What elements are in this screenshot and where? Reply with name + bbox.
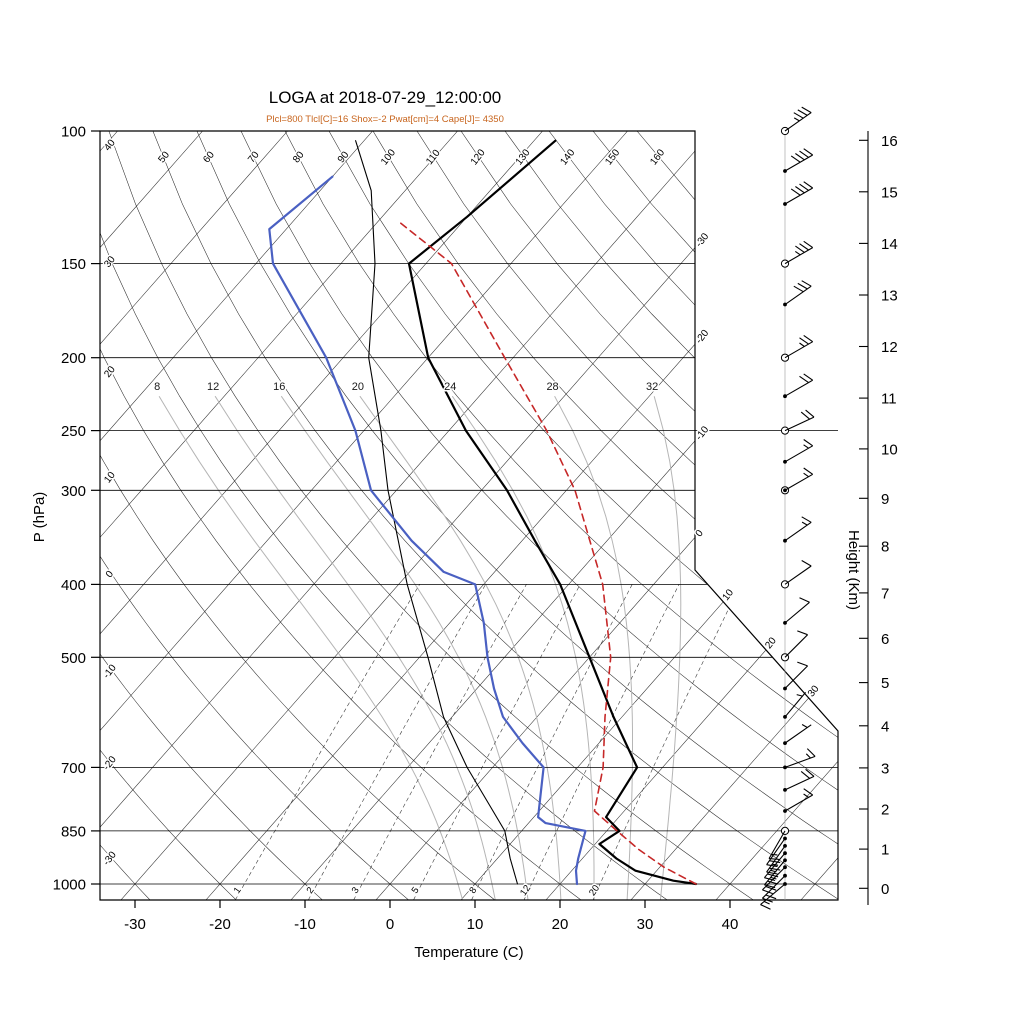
svg-text:13: 13	[881, 287, 898, 304]
svg-text:10: 10	[102, 470, 118, 486]
svg-text:50: 50	[156, 149, 172, 165]
svg-text:20: 20	[552, 916, 569, 933]
svg-text:24: 24	[444, 381, 456, 393]
svg-text:40: 40	[102, 137, 118, 153]
temperature-curve	[407, 139, 698, 886]
plot-frame	[99, 130, 839, 901]
svg-text:Temperature (C): Temperature (C)	[414, 944, 523, 961]
svg-text:-10: -10	[694, 424, 712, 443]
svg-text:5: 5	[881, 675, 889, 692]
svg-text:100: 100	[379, 147, 398, 167]
svg-text:12: 12	[207, 381, 219, 393]
grid-labels: 50 60 70 80 90 100 110 120 130 140 150 160403020100…	[100, 136, 824, 900]
svg-text:Height (Km): Height (Km)	[845, 530, 862, 610]
dewpoint-curve	[268, 175, 587, 886]
svg-text:-10: -10	[101, 662, 119, 681]
svg-text:3: 3	[350, 885, 362, 896]
svg-text:6: 6	[881, 631, 889, 648]
svg-text:140: 140	[558, 147, 577, 167]
svg-text:30: 30	[637, 916, 654, 933]
chart-title: LOGA at 2018-07-29_12:00:00	[268, 88, 502, 107]
svg-text:-20: -20	[694, 328, 712, 347]
svg-text:14: 14	[881, 236, 898, 253]
svg-text:-30: -30	[694, 231, 712, 250]
parcel-curve	[398, 221, 697, 885]
svg-text:110: 110	[424, 147, 443, 167]
background-grid	[100, 131, 838, 900]
svg-text:16: 16	[881, 133, 898, 150]
svg-text:700: 700	[61, 760, 86, 777]
svg-text:30: 30	[102, 254, 118, 270]
svg-text:100: 100	[61, 124, 86, 141]
svg-text:1: 1	[881, 842, 889, 859]
svg-text:11: 11	[881, 391, 897, 408]
wet_bulb-curve	[355, 140, 519, 885]
svg-text:16: 16	[273, 381, 285, 393]
wind-barb-column	[760, 106, 816, 910]
svg-text:3: 3	[881, 760, 889, 777]
svg-text:-30: -30	[124, 916, 146, 933]
svg-text:1000: 1000	[53, 877, 86, 894]
svg-text:150: 150	[61, 256, 86, 273]
svg-text:10: 10	[467, 916, 484, 933]
svg-text:160: 160	[648, 147, 667, 167]
svg-text:400: 400	[61, 577, 86, 594]
svg-text:4: 4	[881, 718, 889, 735]
svg-text:250: 250	[61, 423, 86, 440]
svg-text:200: 200	[61, 350, 86, 367]
svg-text:5: 5	[410, 885, 422, 896]
svg-text:8: 8	[467, 885, 479, 896]
svg-text:0: 0	[386, 916, 394, 933]
svg-text:60: 60	[201, 149, 217, 165]
svg-text:7: 7	[881, 585, 889, 602]
svg-text:850: 850	[61, 823, 86, 840]
svg-text:2: 2	[881, 801, 889, 818]
svg-text:20: 20	[102, 364, 118, 380]
svg-text:28: 28	[546, 381, 558, 393]
svg-text:9: 9	[881, 491, 889, 508]
svg-text:500: 500	[61, 650, 86, 667]
svg-text:12: 12	[881, 339, 898, 356]
svg-text:1: 1	[232, 885, 244, 896]
svg-text:130: 130	[514, 147, 533, 167]
sounding-profiles	[268, 139, 698, 886]
svg-text:80: 80	[291, 149, 307, 165]
chart-indices-line: Plcl=800 Tlcl[C]=16 Shox=-2 Pwat[cm]=4 C…	[266, 114, 504, 125]
svg-text:-10: -10	[294, 916, 316, 933]
svg-text:-20: -20	[101, 754, 119, 773]
svg-text:8: 8	[881, 539, 889, 556]
svg-text:15: 15	[881, 184, 898, 201]
svg-text:120: 120	[469, 147, 488, 167]
svg-text:20: 20	[352, 381, 364, 393]
svg-text:32: 32	[646, 381, 658, 393]
svg-text:300: 300	[61, 483, 86, 500]
svg-text:-30: -30	[101, 849, 119, 868]
svg-text:2: 2	[305, 885, 317, 896]
svg-text:P (hPa): P (hPa)	[31, 492, 48, 543]
svg-text:90: 90	[336, 149, 352, 165]
svg-text:-20: -20	[209, 916, 231, 933]
svg-text:8: 8	[154, 381, 160, 393]
svg-text:10: 10	[881, 441, 898, 458]
svg-text:0: 0	[881, 881, 889, 898]
svg-text:40: 40	[722, 916, 739, 933]
